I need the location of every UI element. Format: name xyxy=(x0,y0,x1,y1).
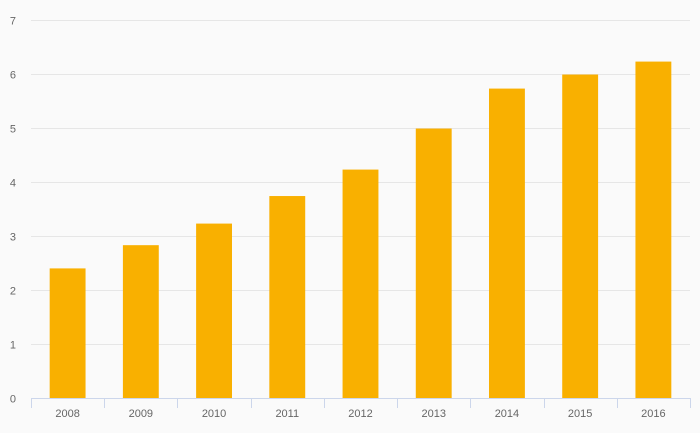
y-tick-label: 3 xyxy=(10,232,16,244)
bar[interactable] xyxy=(342,169,379,398)
y-tick-label: 4 xyxy=(10,178,16,190)
x-axis xyxy=(31,398,691,408)
x-tick-label: 2015 xyxy=(568,408,592,420)
bar[interactable] xyxy=(269,196,306,398)
x-tick-label: 2012 xyxy=(348,408,372,420)
x-tick-label: 2009 xyxy=(129,408,153,420)
bar[interactable] xyxy=(196,223,232,398)
y-axis-labels: 0 1 2 3 4 5 6 7 xyxy=(10,16,16,406)
bar[interactable] xyxy=(635,61,672,399)
y-tick-label: 6 xyxy=(10,70,16,82)
bars xyxy=(49,61,672,399)
y-tick-label: 1 xyxy=(10,340,16,352)
bar[interactable] xyxy=(489,88,525,398)
bar[interactable] xyxy=(122,245,159,398)
x-tick-label: 2016 xyxy=(641,408,665,420)
x-tick-label: 2010 xyxy=(202,408,226,420)
bar[interactable] xyxy=(415,128,452,399)
x-tick-label: 2011 xyxy=(275,408,299,420)
y-tick-label: 7 xyxy=(10,16,16,28)
x-tick-label: 2008 xyxy=(55,408,79,420)
bar[interactable] xyxy=(49,268,86,398)
x-axis-labels: 2008 2009 2010 2011 2012 2013 2014 2015 2016 xyxy=(55,408,665,420)
y-tick-label: 2 xyxy=(10,286,16,298)
bar[interactable] xyxy=(562,74,599,398)
y-tick-label: 0 xyxy=(10,394,16,406)
x-tick-label: 2013 xyxy=(421,408,445,420)
x-tick-label: 2014 xyxy=(495,408,519,420)
y-tick-label: 5 xyxy=(10,124,16,136)
